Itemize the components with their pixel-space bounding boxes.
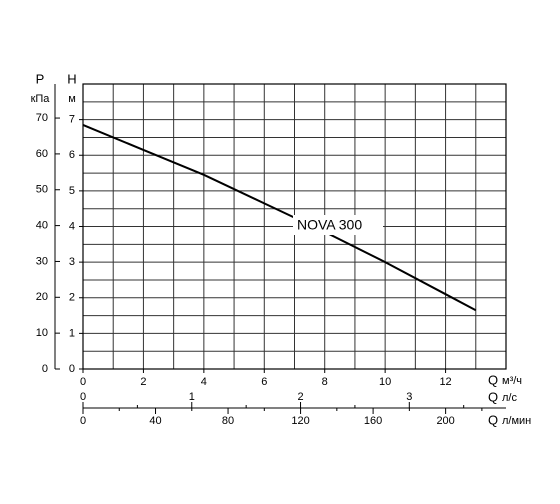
x2-symbol: Q bbox=[488, 389, 498, 404]
y2-tick-label: 60 bbox=[36, 148, 48, 160]
y2-tick-label: 70 bbox=[36, 112, 48, 124]
label-bg bbox=[293, 215, 383, 235]
x-tick-label: 12 bbox=[439, 376, 451, 388]
x3-tick-label: 120 bbox=[291, 415, 309, 427]
y2-tick-label: 30 bbox=[36, 255, 48, 267]
x3-tick-label: 200 bbox=[436, 415, 454, 427]
y-tick-label: 2 bbox=[69, 292, 75, 304]
x-tick-label: 2 bbox=[140, 376, 146, 388]
x3-tick-label: 0 bbox=[80, 415, 86, 427]
y2-tick-label: 40 bbox=[36, 220, 48, 232]
x-tick-label: 4 bbox=[201, 376, 207, 388]
x3-tick-label: 40 bbox=[149, 415, 161, 427]
y-tick-label: 4 bbox=[69, 220, 75, 232]
x3-tick-label: 80 bbox=[222, 415, 234, 427]
x2-tick-label: 2 bbox=[297, 391, 303, 403]
y2-tick-label: 20 bbox=[36, 291, 48, 303]
h-label: H bbox=[67, 71, 76, 86]
x2-tick-label: 0 bbox=[80, 391, 86, 403]
y-tick-label: 3 bbox=[69, 256, 75, 268]
curve-label: NOVA 300 bbox=[297, 217, 362, 233]
x3-tick-label: 160 bbox=[364, 415, 382, 427]
x3-unit: л/мин bbox=[502, 415, 531, 427]
y2-tick-label: 0 bbox=[42, 363, 48, 375]
p-unit: кПа bbox=[31, 93, 51, 105]
x-unit: м³/ч bbox=[502, 375, 522, 387]
y-tick-label: 5 bbox=[69, 185, 75, 197]
x-tick-label: 8 bbox=[322, 376, 328, 388]
x2-tick-label: 1 bbox=[189, 391, 195, 403]
y-tick-label: 0 bbox=[69, 363, 75, 375]
x-tick-label: 6 bbox=[261, 376, 267, 388]
curve bbox=[82, 124, 477, 312]
y-tick-label: 1 bbox=[69, 327, 75, 339]
x-tick-label: 10 bbox=[379, 376, 391, 388]
x-tick-label: 0 bbox=[80, 376, 86, 388]
h-unit: м bbox=[68, 93, 76, 105]
y2-tick-label: 10 bbox=[36, 327, 48, 339]
x2-tick-label: 3 bbox=[406, 391, 412, 403]
y-tick-label: 7 bbox=[69, 114, 75, 126]
x2-unit: л/с bbox=[502, 392, 517, 404]
p-label: P bbox=[36, 71, 45, 86]
y-tick-label: 6 bbox=[69, 149, 75, 161]
x3-symbol: Q bbox=[488, 412, 498, 427]
y2-tick-label: 50 bbox=[36, 184, 48, 196]
x-symbol: Q bbox=[488, 372, 498, 387]
